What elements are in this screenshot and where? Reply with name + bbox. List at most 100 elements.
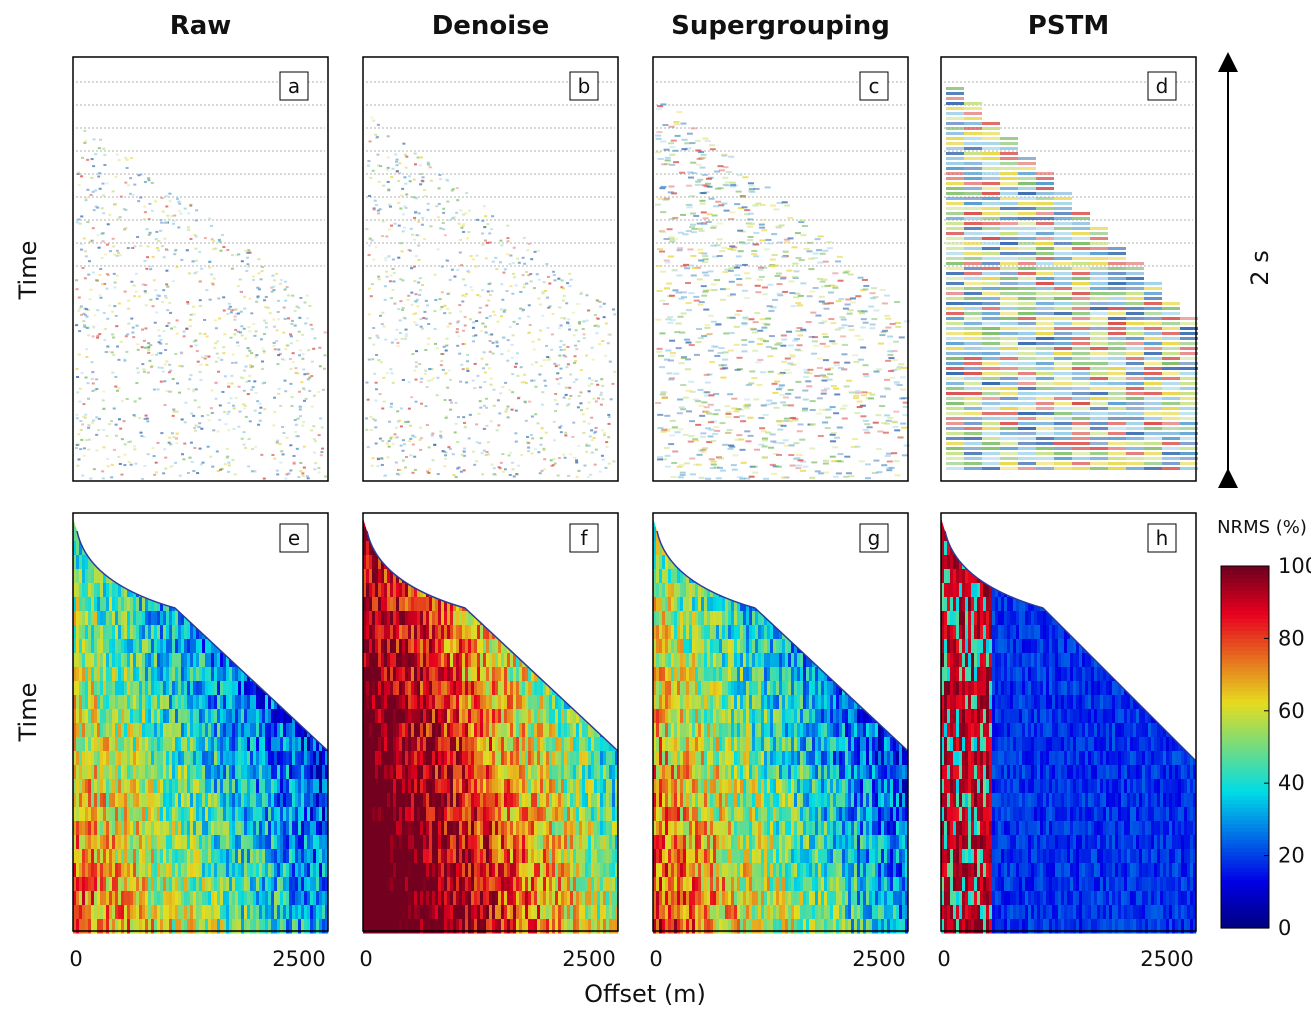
nrms-cell: [375, 709, 378, 724]
nrms-cell: [259, 863, 262, 878]
nrms-cell: [157, 821, 160, 836]
seismic-speck: [499, 240, 502, 242]
seismic-speck: [595, 380, 598, 382]
nrms-cell: [175, 695, 178, 710]
seismic-speck: [460, 264, 463, 266]
seismic-speck: [414, 300, 417, 302]
seismic-speck: [189, 238, 192, 240]
nrms-cell: [289, 723, 292, 738]
seismic-speck: [252, 386, 255, 388]
nrms-cell: [286, 779, 289, 794]
nrms-cell: [402, 709, 405, 724]
seismic-speck: [240, 377, 243, 379]
seismic-speck: [517, 397, 520, 399]
seismic-speck: [421, 217, 424, 219]
seismic-speck: [222, 352, 225, 354]
seismic-speck: [235, 309, 238, 311]
seismic-speck: [481, 473, 484, 475]
seismic-speck: [226, 448, 229, 450]
nrms-cell: [88, 695, 91, 710]
seismic-speck: [252, 276, 255, 278]
nrms-cell: [142, 821, 145, 836]
nrms-cell: [366, 835, 369, 850]
seismic-speck: [116, 250, 119, 252]
seismic-speck: [207, 446, 210, 448]
nrms-cell: [166, 639, 169, 654]
seismic-speck: [280, 450, 283, 452]
seismic-speck: [456, 187, 459, 189]
nrms-cell: [166, 793, 169, 808]
seismic-speck: [506, 225, 509, 227]
seismic-speck: [452, 453, 455, 455]
seismic-speck: [207, 356, 210, 358]
nrms-cell: [238, 751, 241, 766]
nrms-cell: [396, 807, 399, 822]
nrms-cell: [115, 835, 118, 850]
seismic-speck: [461, 300, 464, 302]
nrms-cell: [172, 653, 175, 668]
seismic-speck: [410, 292, 413, 294]
nrms-cell: [405, 821, 408, 836]
nrms-cell: [396, 709, 399, 724]
nrms-cell: [250, 709, 253, 724]
seismic-speck: [143, 436, 146, 438]
nrms-cell: [214, 849, 217, 864]
seismic-speck: [216, 340, 219, 342]
nrms-cell: [112, 765, 115, 780]
nrms-cell: [399, 583, 402, 598]
seismic-speck: [228, 308, 231, 310]
nrms-cell: [378, 597, 381, 612]
seismic-speck: [113, 273, 116, 275]
seismic-speck: [414, 379, 417, 381]
seismic-speck: [278, 388, 281, 390]
nrms-cell: [151, 863, 154, 878]
seismic-speck: [116, 390, 119, 392]
nrms-cell: [91, 751, 94, 766]
nrms-cell: [387, 807, 390, 822]
nrms-cell: [211, 709, 214, 724]
nrms-cell: [172, 863, 175, 878]
nrms-cell: [76, 681, 79, 696]
seismic-speck: [525, 420, 528, 422]
nrms-cell: [402, 681, 405, 696]
seismic-speck: [428, 446, 431, 448]
nrms-cell: [184, 891, 187, 906]
nrms-cell: [217, 891, 220, 906]
nrms-cell: [298, 751, 301, 766]
nrms-cell: [268, 779, 271, 794]
nrms-cell: [133, 709, 136, 724]
nrms-cell: [223, 863, 226, 878]
seismic-speck: [561, 279, 564, 281]
nrms-cell: [295, 723, 298, 738]
seismic-speck: [416, 305, 419, 307]
nrms-cell: [241, 765, 244, 780]
seismic-speck: [559, 368, 562, 370]
nrms-cell: [205, 863, 208, 878]
seismic-speck: [312, 348, 315, 350]
nrms-cell: [223, 793, 226, 808]
nrms-cell: [372, 653, 375, 668]
seismic-speck: [101, 183, 104, 185]
nrms-cell: [130, 737, 133, 752]
seismic-speck: [257, 272, 260, 274]
nrms-cell: [277, 863, 280, 878]
nrms-cell: [268, 793, 271, 808]
seismic-speck: [75, 447, 78, 449]
seismic-speck: [597, 397, 600, 399]
nrms-cell: [289, 877, 292, 892]
seismic-speck: [493, 389, 496, 391]
seismic-speck: [180, 213, 183, 215]
nrms-cell: [124, 821, 127, 836]
nrms-cell: [172, 625, 175, 640]
seismic-speck: [279, 283, 282, 285]
seismic-speck: [415, 401, 418, 403]
seismic-speck: [392, 168, 395, 170]
seismic-speck: [243, 431, 246, 433]
nrms-cell: [199, 737, 202, 752]
seismic-speck: [183, 335, 186, 337]
nrms-cell: [301, 765, 304, 780]
nrms-cell: [121, 597, 124, 612]
seismic-speck: [408, 175, 411, 177]
seismic-speck: [489, 340, 492, 342]
nrms-cell: [76, 597, 79, 612]
